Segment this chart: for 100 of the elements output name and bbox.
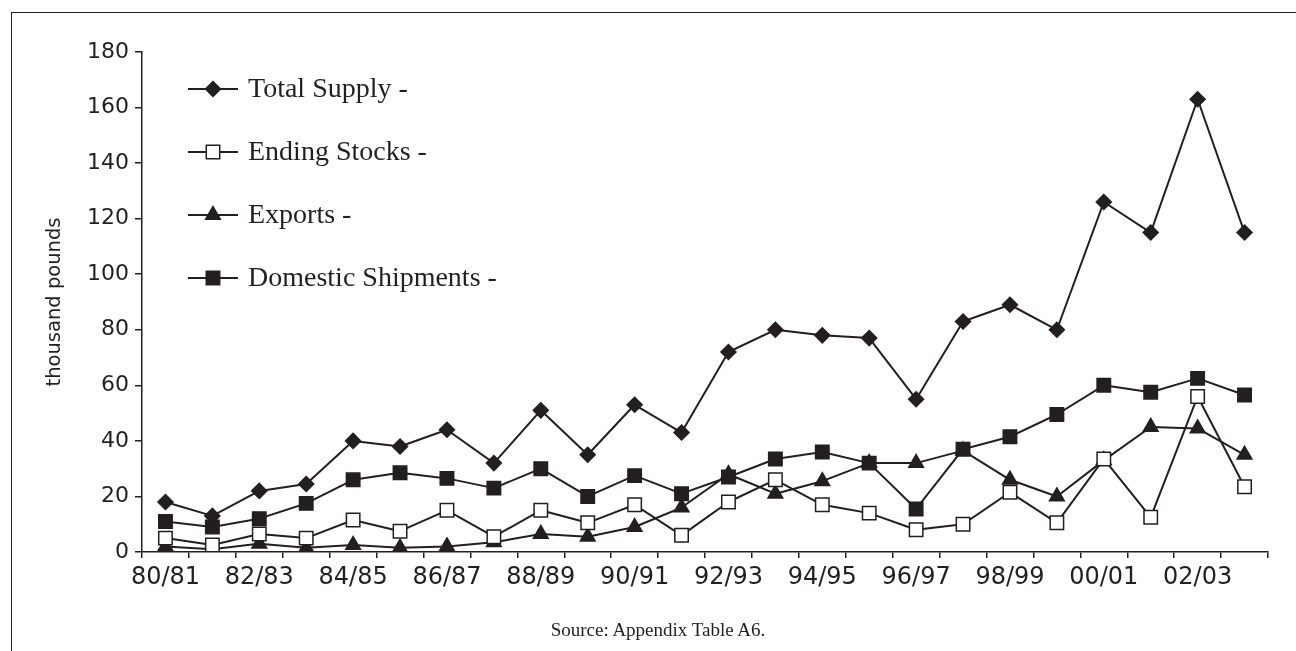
point <box>344 432 362 450</box>
point <box>345 535 362 551</box>
point <box>485 454 503 472</box>
point <box>157 513 173 529</box>
point <box>345 472 361 488</box>
x-tick-label: 88/89 <box>506 561 576 590</box>
point <box>580 488 596 504</box>
legend-label: Ending Stocks - <box>248 135 427 167</box>
point <box>1236 445 1253 460</box>
point <box>720 464 737 480</box>
x-tick-label: 94/95 <box>787 561 857 590</box>
point <box>626 396 643 414</box>
point <box>1189 90 1206 108</box>
y-tick-label: 60 <box>101 371 129 397</box>
point <box>954 313 972 330</box>
point <box>438 421 456 439</box>
point <box>579 446 596 464</box>
point <box>627 468 643 484</box>
point <box>157 530 173 546</box>
point <box>674 527 690 543</box>
point <box>908 453 925 469</box>
point <box>1143 384 1159 400</box>
y-tick-label: 40 <box>101 426 129 452</box>
point <box>580 515 596 531</box>
point <box>1048 321 1066 339</box>
point <box>533 461 549 477</box>
x-tick-label: 96/97 <box>881 561 951 590</box>
point <box>1096 377 1112 393</box>
y-axis-title: thousand pounds <box>41 217 65 387</box>
point <box>908 522 924 538</box>
point <box>1189 419 1206 434</box>
point <box>1237 479 1253 495</box>
point <box>251 511 267 527</box>
point <box>157 493 174 511</box>
point <box>1049 407 1065 422</box>
legend-label: Total Supply - <box>248 72 408 104</box>
point <box>720 494 736 510</box>
point <box>532 524 549 539</box>
point <box>1001 296 1019 314</box>
y-tick-label: 120 <box>87 204 129 230</box>
point <box>1236 224 1253 241</box>
y-tick-label: 20 <box>101 482 129 508</box>
point <box>533 502 549 518</box>
point <box>860 329 878 347</box>
point <box>627 497 643 513</box>
point <box>1001 470 1019 485</box>
point <box>1002 484 1018 500</box>
point <box>955 516 971 532</box>
x-tick-label: 92/93 <box>693 561 764 590</box>
point <box>438 537 456 552</box>
point <box>391 438 409 455</box>
point <box>720 343 737 361</box>
source-note: Source: Appendix Table A6. <box>549 619 767 641</box>
point <box>626 517 643 532</box>
y-tick-label: 140 <box>87 148 129 174</box>
point <box>1190 388 1206 404</box>
point <box>1095 193 1113 211</box>
point <box>486 480 502 496</box>
point <box>1048 487 1065 502</box>
x-tick-label: 82/83 <box>224 561 294 590</box>
point <box>345 512 361 528</box>
y-tick-label: 160 <box>87 93 129 119</box>
point <box>297 475 315 493</box>
point <box>1049 515 1065 531</box>
point <box>251 526 267 542</box>
point <box>907 390 925 408</box>
point <box>1002 429 1018 445</box>
point <box>1190 370 1206 386</box>
point <box>814 327 831 344</box>
point <box>814 497 830 513</box>
point <box>908 501 924 517</box>
point <box>392 523 408 539</box>
y-tick-label: 0 <box>115 537 129 563</box>
point <box>767 321 784 339</box>
point <box>1237 387 1253 403</box>
y-tick-label: 100 <box>87 259 129 285</box>
point <box>392 465 408 481</box>
point <box>298 495 314 511</box>
point <box>673 424 690 441</box>
point <box>1142 224 1159 241</box>
point <box>674 486 690 502</box>
y-tick-label: 80 <box>101 315 129 341</box>
x-tick-label: 84/85 <box>318 561 388 590</box>
y-tick-label: 180 <box>87 37 129 63</box>
x-tick-label: 98/99 <box>975 561 1045 590</box>
point <box>439 470 455 486</box>
point <box>814 471 831 487</box>
x-tick-label: 90/91 <box>600 561 670 590</box>
x-tick-label: 02/03 <box>1163 561 1233 590</box>
x-tick-label: 80/81 <box>130 561 201 590</box>
point <box>767 472 783 488</box>
point <box>532 402 550 419</box>
legend-label: Exports - <box>248 198 352 230</box>
point <box>298 530 314 546</box>
point <box>1143 509 1159 525</box>
point <box>814 444 830 460</box>
point <box>251 482 268 500</box>
point <box>767 451 783 467</box>
point <box>439 502 455 518</box>
legend-label: Domestic Shipments - <box>248 261 497 293</box>
